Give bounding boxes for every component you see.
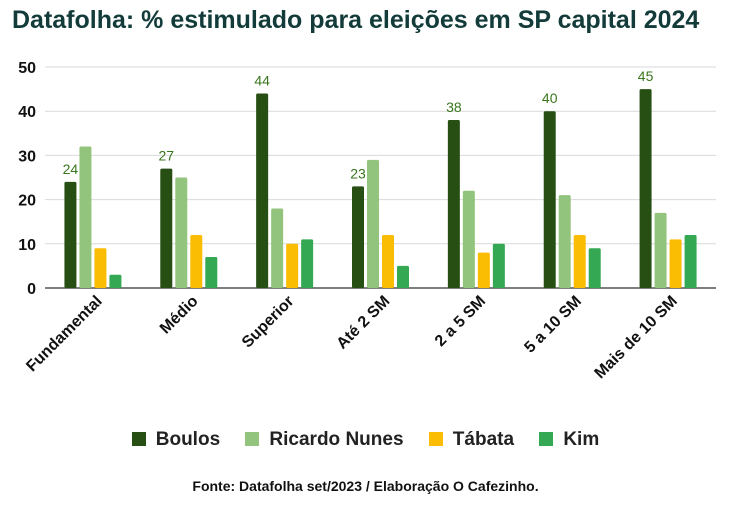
bar-tabata-mais-de-10-sm <box>669 239 682 288</box>
bar-kim-fundamental <box>109 274 122 288</box>
y-tick-label: 10 <box>18 237 36 254</box>
y-tick-label: 40 <box>18 104 36 121</box>
bar-tabata-superior <box>286 243 299 288</box>
legend-item-tabata[interactable]: Tábata <box>428 429 515 451</box>
data-label-boulos: 38 <box>446 99 462 115</box>
y-tick-label: 30 <box>18 148 36 165</box>
x-tick-label: Superior <box>239 293 298 352</box>
legend-swatch-boulos <box>131 432 146 446</box>
bar-ricardo-nunes-medio <box>175 177 188 288</box>
bar-tabata-fundamental <box>94 248 107 288</box>
legend-swatch-kim <box>539 432 554 446</box>
x-tick-label: Médio <box>157 293 202 338</box>
bar-kim-ate-2-sm <box>397 265 409 288</box>
x-tick-label: 2 a 5 SM <box>432 293 489 350</box>
bar-kim-mais-de-10-sm <box>684 234 697 288</box>
bar-chart: 0 10 20 30 40 50 24 Fundamental 27 Médio 44 Superio… <box>18 60 716 382</box>
bar-boulos-ate-2-sm <box>352 186 364 288</box>
data-label-boulos: 44 <box>254 73 270 89</box>
data-label-boulos: 27 <box>158 148 174 164</box>
bar-boulos-medio <box>160 168 173 288</box>
x-tick-label: Até 2 SM <box>334 293 394 353</box>
bar-ricardo-nunes-5-a-10-sm <box>558 195 571 288</box>
bar-kim-medio <box>205 257 218 288</box>
legend-label-kim: Kim <box>563 429 600 450</box>
y-tick-label: 20 <box>18 193 36 210</box>
legend-item-ricardo-nunes[interactable]: Ricardo Nunes <box>245 429 404 451</box>
bar-tabata-medio <box>190 234 203 288</box>
legend-swatch-ricardo-nunes <box>245 432 260 446</box>
data-label-boulos: 40 <box>542 90 558 106</box>
data-label-boulos: 23 <box>350 165 366 181</box>
bar-boulos-superior <box>256 93 269 289</box>
bar-boulos-2-a-5-sm <box>447 120 460 288</box>
y-tick-label: 0 <box>27 281 36 298</box>
bar-tabata-2-a-5-sm <box>477 252 490 288</box>
x-tick-label: Mais de 10 SM <box>592 293 681 382</box>
legend: Boulos Ricardo Nunes Tábata Kim <box>0 429 731 451</box>
bar-ricardo-nunes-mais-de-10-sm <box>654 212 667 288</box>
bar-tabata-ate-2-sm <box>382 234 394 288</box>
legend-label-tabata: Tábata <box>452 429 515 450</box>
data-label-boulos: 45 <box>638 68 654 84</box>
bar-kim-5-a-10-sm <box>588 248 601 288</box>
legend-label-ricardo-nunes: Ricardo Nunes <box>269 429 404 450</box>
bar-boulos-fundamental <box>64 181 77 288</box>
bar-ricardo-nunes-ate-2-sm <box>367 159 379 288</box>
bar-ricardo-nunes-2-a-5-sm <box>462 190 475 288</box>
bar-ricardo-nunes-fundamental <box>79 146 92 288</box>
data-label-boulos: 24 <box>63 161 79 177</box>
bar-tabata-5-a-10-sm <box>573 234 586 288</box>
legend-label-boulos: Boulos <box>155 429 221 450</box>
legend-swatch-tabata <box>428 432 443 446</box>
bar-boulos-5-a-10-sm <box>543 111 556 288</box>
legend-item-boulos[interactable]: Boulos <box>131 429 221 451</box>
y-tick-label: 50 <box>18 60 36 77</box>
bar-ricardo-nunes-superior <box>271 208 284 288</box>
x-tick-label: 5 a 10 SM <box>521 293 585 357</box>
x-tick-label: Fundamental <box>23 293 105 375</box>
legend-item-kim[interactable]: Kim <box>539 429 599 451</box>
bar-kim-superior <box>301 239 314 288</box>
source-note: Fonte: Datafolha set/2023 / Elaboração O… <box>192 478 539 494</box>
bar-boulos-mais-de-10-sm <box>639 89 652 288</box>
chart-title: Datafolha: % estimulado para eleições em… <box>12 6 700 34</box>
bar-kim-2-a-5-sm <box>492 243 505 288</box>
